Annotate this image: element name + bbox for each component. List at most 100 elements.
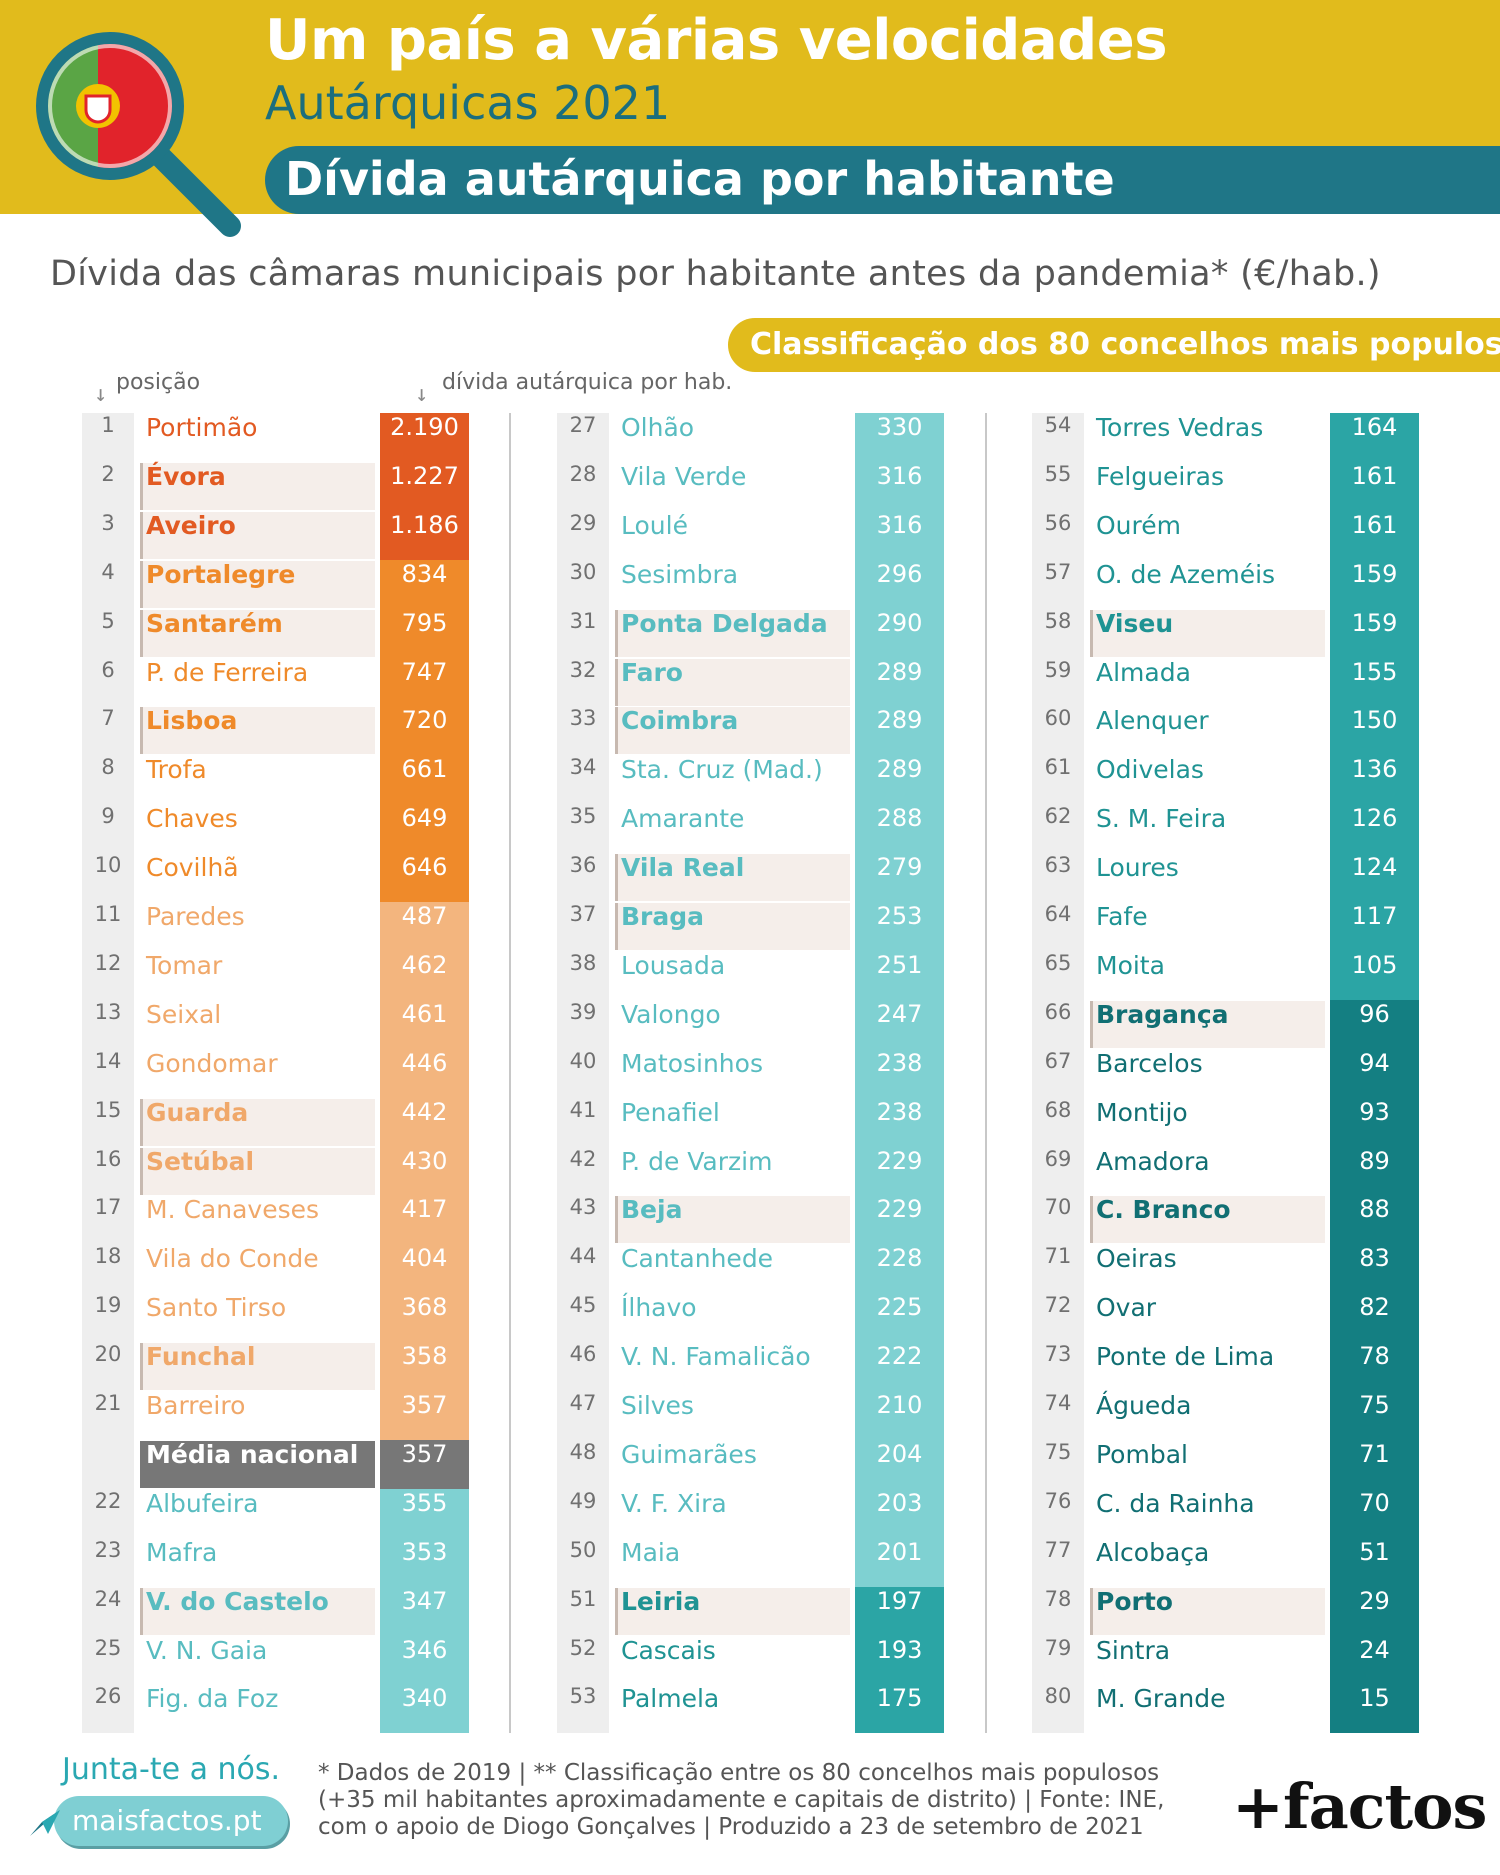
municipality-name: Beja: [621, 1195, 683, 1224]
municipality-name: Oeiras: [1096, 1244, 1177, 1273]
table-row: 67 Barcelos 94: [1032, 1049, 1419, 1098]
table-row: 9 Chaves 649: [82, 804, 469, 853]
rank-number: 53: [569, 1684, 597, 1708]
district-capital-highlight: [140, 1588, 375, 1635]
rank-number: 49: [569, 1489, 597, 1513]
municipality-name: Vila Real: [621, 853, 745, 882]
table-row: 48 Guimarães 204: [557, 1440, 944, 1489]
debt-value: 96: [1359, 1000, 1390, 1028]
municipality-name: Braga: [621, 902, 705, 931]
rank-number: 22: [94, 1489, 122, 1513]
debt-value-bar: 290: [855, 609, 944, 658]
municipality-name: Chaves: [146, 804, 238, 833]
rank-number: 26: [94, 1684, 122, 1708]
district-capital-highlight: [1090, 610, 1325, 657]
table-row: 10 Covilhã 646: [82, 853, 469, 902]
debt-value: 94: [1359, 1049, 1390, 1077]
municipality-name: Ílhavo: [621, 1293, 697, 1322]
municipality-name: Leiria: [621, 1587, 701, 1616]
rank-number: 2: [101, 462, 115, 486]
rank-number: 52: [569, 1636, 597, 1660]
rank-strip: [82, 413, 134, 1733]
rank-number: 66: [1044, 1000, 1072, 1024]
rank-number: 63: [1044, 853, 1072, 877]
rank-number: 79: [1044, 1636, 1072, 1660]
debt-value: 649: [401, 804, 448, 832]
rank-number: 48: [569, 1440, 597, 1464]
debt-value-bar: 720: [380, 706, 469, 755]
rank-number: 43: [569, 1195, 597, 1219]
debt-value-bar: 88: [1330, 1195, 1419, 1244]
column-divider: [985, 413, 987, 1733]
debt-value: 357: [401, 1440, 448, 1468]
rank-number: 8: [101, 755, 115, 779]
rank-number: 25: [94, 1636, 122, 1660]
debt-value-bar: 417: [380, 1195, 469, 1244]
debt-value: 404: [401, 1244, 448, 1272]
website-button[interactable]: maisfactos.pt: [54, 1796, 288, 1846]
municipality-name: Vila do Conde: [146, 1244, 319, 1273]
debt-value: 430: [401, 1147, 448, 1175]
debt-value: 197: [876, 1587, 923, 1615]
table-row: 77 Alcobaça 51: [1032, 1538, 1419, 1587]
debt-value-bar: 446: [380, 1049, 469, 1098]
debt-value: 747: [401, 658, 448, 686]
value-arrow-icon: ↓: [415, 382, 429, 407]
rank-number: 51: [569, 1587, 597, 1611]
national-average-row: Média nacional 357: [82, 1440, 469, 1489]
municipality-name: Sesimbra: [621, 560, 739, 589]
municipality-name: Santo Tirso: [146, 1293, 287, 1322]
rank-number: 9: [101, 804, 115, 828]
rank-number: 16: [94, 1147, 122, 1171]
table-row: 24 V. do Castelo 347: [82, 1587, 469, 1636]
table-row: 38 Lousada 251: [557, 951, 944, 1000]
rank-number: 17: [94, 1195, 122, 1219]
debt-value-bar: 353: [380, 1538, 469, 1587]
rank-number: 80: [1044, 1684, 1072, 1708]
table-row: 31 Ponta Delgada 290: [557, 609, 944, 658]
rank-number: 11: [94, 902, 122, 926]
rank-number: 6: [101, 658, 115, 682]
table-row: 40 Matosinhos 238: [557, 1049, 944, 1098]
municipality-name: Setúbal: [146, 1147, 255, 1176]
debt-value-bar: 649: [380, 804, 469, 853]
column-divider: [509, 413, 511, 1733]
table-row: 42 P. de Varzim 229: [557, 1147, 944, 1196]
table-row: 41 Penafiel 238: [557, 1098, 944, 1147]
rank-number: 50: [569, 1538, 597, 1562]
municipality-name: Ponte de Lima: [1096, 1342, 1275, 1371]
table-row: 62 S. M. Feira 126: [1032, 804, 1419, 853]
rank-number: 65: [1044, 951, 1072, 975]
topic-banner: Dívida autárquica por habitante: [265, 146, 1500, 214]
municipality-name: Sintra: [1096, 1636, 1171, 1665]
debt-value-bar: 197: [855, 1587, 944, 1636]
table-row: 55 Felgueiras 161: [1032, 462, 1419, 511]
rank-number: 36: [569, 853, 597, 877]
maisfactos-logo: +factos: [1232, 1770, 1487, 1843]
rank-number: 45: [569, 1293, 597, 1317]
rank-number: 58: [1044, 609, 1072, 633]
table-row: 66 Bragança 96: [1032, 1000, 1419, 1049]
debt-value-bar: 461: [380, 1000, 469, 1049]
debt-value-bar: 225: [855, 1293, 944, 1342]
debt-value: 1.186: [390, 511, 459, 539]
municipality-name: P. de Varzim: [621, 1147, 773, 1176]
debt-value: 193: [876, 1636, 923, 1664]
debt-value: 720: [401, 706, 448, 734]
table-row: 70 C. Branco 88: [1032, 1195, 1419, 1244]
debt-value-bar: 175: [855, 1684, 944, 1733]
debt-value: 357: [401, 1391, 448, 1419]
municipality-name: C. da Rainha: [1096, 1489, 1255, 1518]
table-row: 5 Santarém 795: [82, 609, 469, 658]
table-row: 74 Águeda 75: [1032, 1391, 1419, 1440]
district-capital-highlight: [140, 512, 375, 559]
rank-strip: [1032, 413, 1084, 1733]
debt-value-bar: 70: [1330, 1489, 1419, 1538]
rank-number: 5: [101, 609, 115, 633]
rank-number: 59: [1044, 658, 1072, 682]
rank-number: 29: [569, 511, 597, 535]
debt-value-bar: 51: [1330, 1538, 1419, 1587]
debt-value-bar: 661: [380, 755, 469, 804]
debt-value: 290: [876, 609, 923, 637]
rank-number: 57: [1044, 560, 1072, 584]
